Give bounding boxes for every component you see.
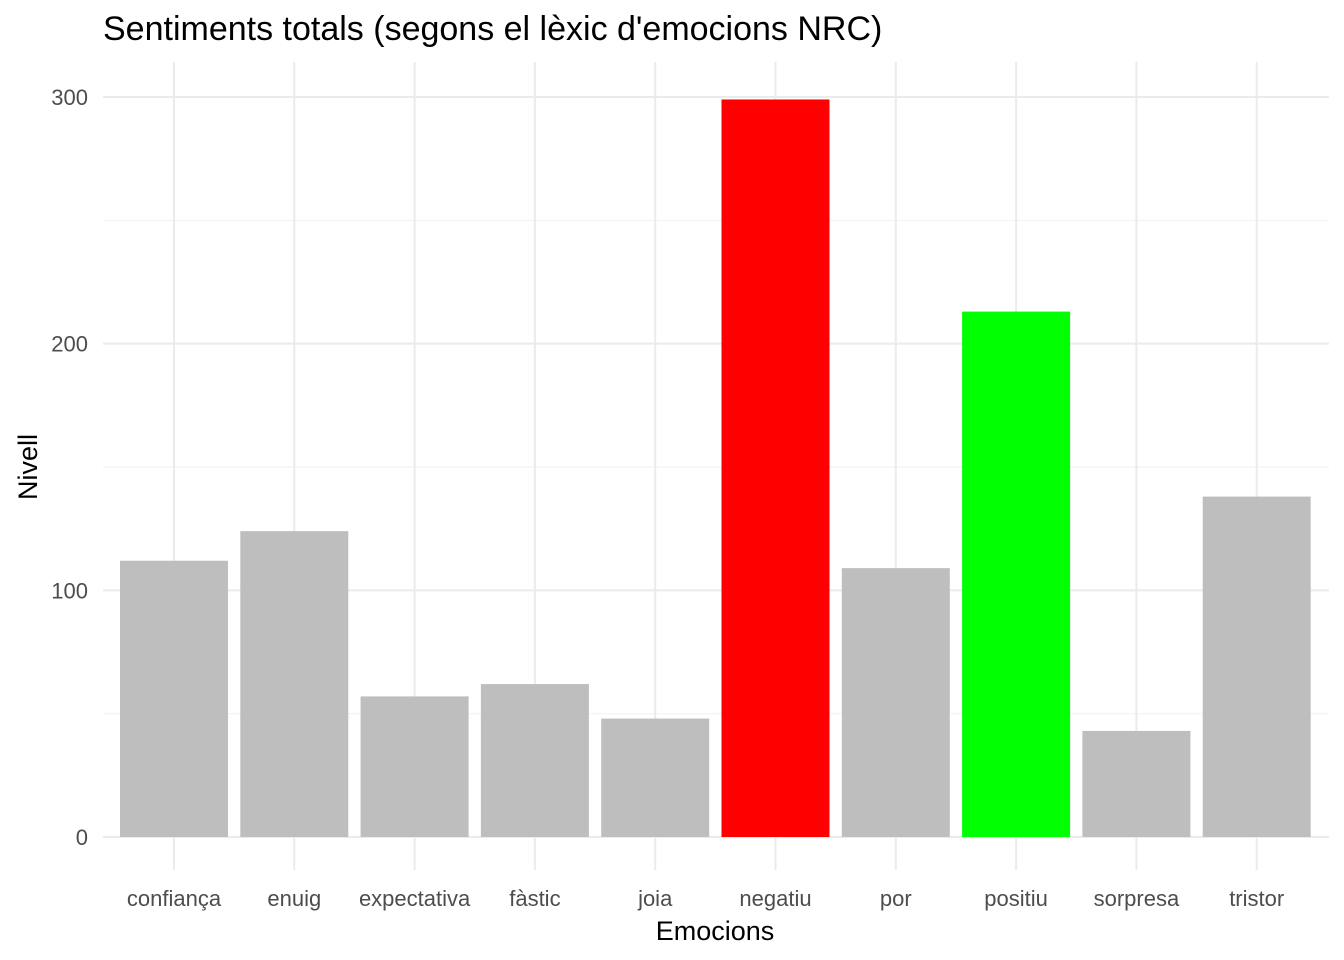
bar-8 (1082, 730, 1191, 837)
x-tick-label: joia (637, 886, 673, 911)
bar-5 (721, 99, 830, 837)
y-tick-label: 200 (51, 332, 88, 357)
x-tick-label: tristor (1229, 886, 1284, 911)
y-axis-title: Nivell (13, 434, 43, 500)
x-tick-label: enuig (267, 886, 321, 911)
bar-6 (841, 568, 950, 837)
y-tick-label: 0 (76, 825, 88, 850)
bar-7 (962, 311, 1071, 838)
x-tick-label: positiu (984, 886, 1048, 911)
bar-3 (480, 684, 589, 837)
x-tick-label: fàstic (509, 886, 560, 911)
y-tick-label: 300 (51, 85, 88, 110)
bar-4 (601, 718, 710, 837)
bar-0 (120, 560, 228, 837)
x-tick-label: expectativa (359, 886, 471, 911)
x-tick-label: confiança (127, 886, 222, 911)
bar-2 (360, 696, 469, 837)
bar-1 (240, 531, 349, 837)
x-tick-label: sorpresa (1094, 886, 1180, 911)
bar-9 (1202, 496, 1311, 837)
y-tick-label: 100 (51, 578, 88, 603)
x-axis-title: Emocions (656, 916, 775, 946)
chart-title: Sentiments totals (segons el lèxic d'emo… (103, 10, 883, 48)
x-tick-label: negatiu (739, 886, 811, 911)
x-tick-label: por (880, 886, 912, 911)
